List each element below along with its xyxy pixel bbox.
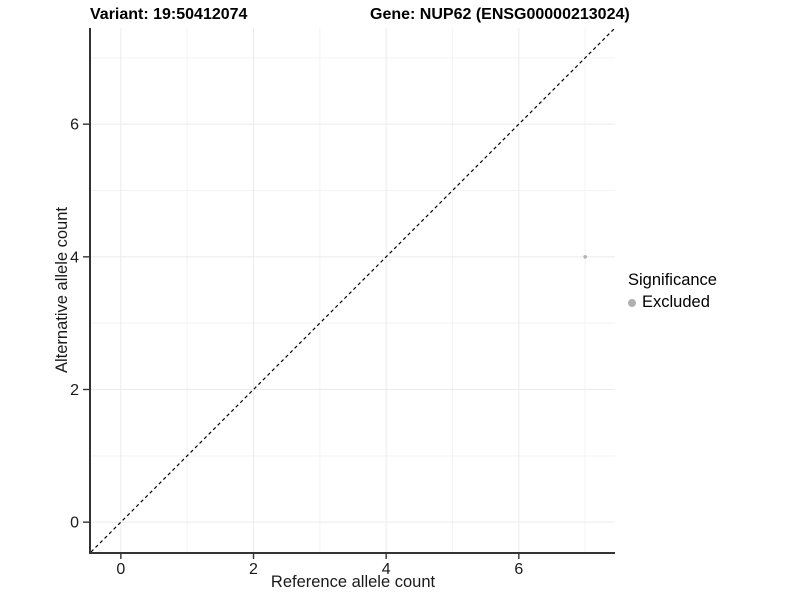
y-tick-label: 0: [70, 515, 79, 532]
legend-title: Significance: [628, 271, 717, 289]
variant-title: Variant: 19:50412074: [90, 6, 248, 23]
data-point: [583, 255, 587, 259]
y-axis-label: Alternative allele count: [53, 207, 71, 374]
y-tick-label: 2: [70, 382, 79, 399]
legend-entry-excluded: Excluded: [628, 293, 717, 312]
legend: Significance Excluded: [628, 271, 717, 312]
x-tick-label: 4: [382, 561, 391, 578]
x-tick-label: 0: [116, 561, 125, 578]
x-tick-label: 6: [514, 561, 523, 578]
identity-dashed-line: [90, 27, 616, 553]
excluded-key-icon: [628, 298, 636, 307]
legend-entry-label: Excluded: [642, 293, 710, 311]
x-tick-label: 2: [249, 561, 258, 578]
y-tick-label: 4: [70, 249, 79, 266]
y-tick-label: 6: [70, 117, 79, 134]
x-axis-label: Reference allele count: [270, 573, 436, 591]
gene-title: Gene: NUP62 (ENSG00000213024): [370, 6, 630, 23]
